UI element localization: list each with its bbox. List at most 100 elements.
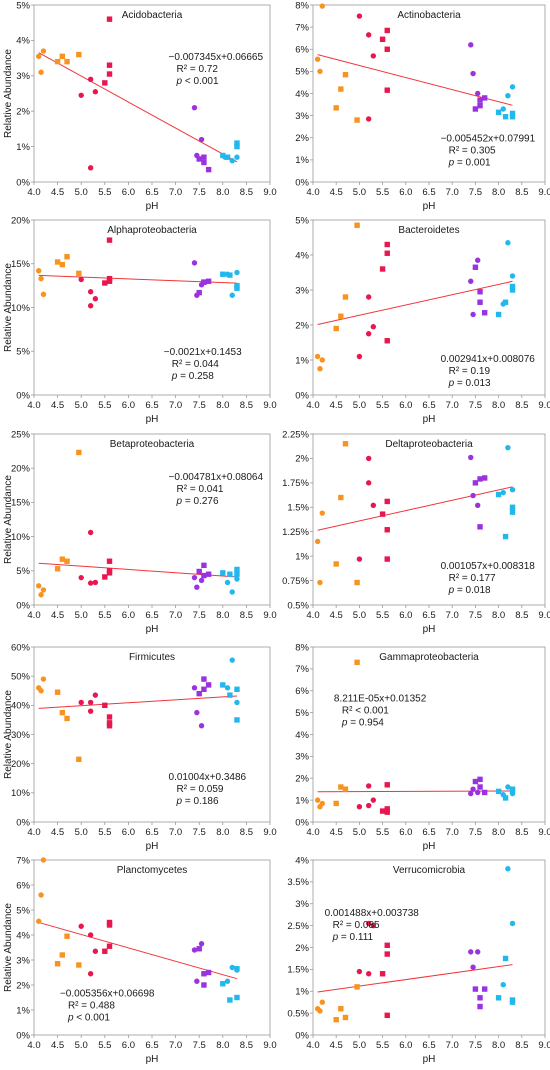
data-point-red xyxy=(379,36,386,42)
regression-line xyxy=(317,280,513,326)
data-point-red xyxy=(384,1012,390,1019)
x-tick-label: 5.0 xyxy=(353,827,366,838)
data-point-red xyxy=(384,809,390,815)
data-point-red xyxy=(365,480,372,486)
data-point-blue xyxy=(234,699,240,706)
data-point-orange xyxy=(317,579,323,586)
data-point-purple xyxy=(201,982,207,988)
data-point-red xyxy=(384,556,390,562)
data-point-red xyxy=(384,951,390,957)
y-axis-label: Relative Abundance xyxy=(3,263,14,352)
data-point-blue xyxy=(505,784,511,790)
y-tick-label: 0% xyxy=(295,817,309,828)
r-squared-label: R² = 0.044 xyxy=(172,359,219,370)
data-point-purple xyxy=(191,574,198,581)
x-tick-label: 6.5 xyxy=(422,400,435,411)
y-tick-label: 1% xyxy=(295,155,309,166)
x-tick-label: 7.0 xyxy=(446,400,459,411)
chart-panel-bacteroidetes: 4.0 4.5 5.0 5.5 6.0 6.5 7.0 7.5 8.0 8.5 9.0 0% 1% 2% 3… xyxy=(295,215,550,425)
data-point-purple xyxy=(201,971,207,977)
data-point-blue xyxy=(509,287,516,293)
x-tick-label: 7.0 xyxy=(446,187,459,198)
x-tick-label: 7.5 xyxy=(469,610,482,621)
y-tick-label: 0% xyxy=(16,1030,30,1041)
x-tick-label: 4.5 xyxy=(330,827,343,838)
data-point-orange xyxy=(314,538,321,545)
x-axis-label: pH xyxy=(423,1054,436,1065)
x-axis-label: pH xyxy=(423,624,436,635)
data-point-purple xyxy=(481,310,488,316)
data-point-purple xyxy=(191,104,198,111)
x-tick-label: 8.0 xyxy=(216,187,229,198)
x-tick-label: 4.5 xyxy=(330,187,343,198)
x-tick-label: 4.0 xyxy=(27,400,40,411)
x-tick-label: 4.5 xyxy=(51,187,64,198)
data-point-red xyxy=(365,783,372,789)
x-axis-label: pH xyxy=(423,414,436,425)
regression-equation: −0.005452x+0.07991 xyxy=(441,133,536,144)
x-axis-label: pH xyxy=(146,1054,159,1065)
data-point-blue xyxy=(495,109,502,116)
x-tick-label: 6.0 xyxy=(122,400,135,411)
data-point-purple xyxy=(472,480,479,486)
y-tick-label: 5% xyxy=(16,905,30,916)
x-tick-label: 5.5 xyxy=(98,1040,111,1051)
data-point-purple xyxy=(196,156,202,162)
p-symbol: p xyxy=(67,1013,74,1024)
plot-frame xyxy=(33,219,271,396)
data-point-red xyxy=(106,570,113,576)
data-point-purple xyxy=(481,986,488,992)
x-tick-label: 5.0 xyxy=(75,187,88,198)
data-point-red xyxy=(87,165,94,171)
y-axis-label: Relative Abundance xyxy=(3,475,14,564)
regression-line xyxy=(317,790,513,793)
data-point-purple xyxy=(477,97,483,103)
x-tick-label: 5.0 xyxy=(75,400,88,411)
data-point-red xyxy=(106,723,113,729)
x-tick-label: 6.5 xyxy=(145,400,158,411)
data-point-blue xyxy=(509,273,516,279)
data-point-orange xyxy=(317,68,323,75)
x-tick-label: 7.0 xyxy=(169,187,182,198)
data-point-red xyxy=(106,237,113,243)
y-tick-label: 4% xyxy=(295,730,309,741)
x-axis-label: pH xyxy=(423,841,436,852)
data-point-purple xyxy=(194,978,200,984)
x-tick-label: 4.0 xyxy=(27,827,40,838)
r-squared-label: R² = 0.059 xyxy=(177,784,224,795)
r-squared-label: R² = 0.72 xyxy=(177,64,219,75)
y-tick-label: 5% xyxy=(295,708,309,719)
x-tick-label: 5.0 xyxy=(353,610,366,621)
data-point-red xyxy=(78,699,84,706)
x-tick-label: 5.0 xyxy=(75,1040,88,1051)
data-point-purple xyxy=(481,95,488,101)
y-tick-label: 4% xyxy=(295,89,309,100)
data-point-orange xyxy=(64,715,70,722)
data-point-orange xyxy=(319,3,325,9)
x-tick-label: 6.5 xyxy=(422,187,435,198)
data-point-blue xyxy=(509,110,516,117)
data-point-blue xyxy=(227,571,233,577)
data-point-red xyxy=(356,13,363,19)
data-point-red xyxy=(356,968,363,975)
data-point-blue xyxy=(229,589,235,595)
x-tick-label: 4.5 xyxy=(51,610,64,621)
data-point-orange xyxy=(38,592,44,598)
y-tick-label: 7% xyxy=(295,664,309,675)
x-tick-label: 4.5 xyxy=(330,400,343,411)
p-value: = 0.276 xyxy=(182,496,219,507)
data-point-blue xyxy=(220,152,226,159)
x-tick-label: 9.0 xyxy=(538,187,550,198)
data-point-blue xyxy=(234,285,240,291)
data-point-orange xyxy=(40,857,47,863)
p-symbol: p xyxy=(448,585,455,596)
data-point-blue xyxy=(229,657,235,663)
x-tick-label: 4.5 xyxy=(51,827,64,838)
x-tick-label: 5.5 xyxy=(98,827,111,838)
x-tick-label: 6.5 xyxy=(145,187,158,198)
x-tick-label: 8.5 xyxy=(515,1040,528,1051)
y-tick-label: 25% xyxy=(11,429,31,440)
data-point-blue xyxy=(509,920,516,927)
y-tick-label: 1.5% xyxy=(287,965,309,976)
data-point-purple xyxy=(196,690,202,697)
